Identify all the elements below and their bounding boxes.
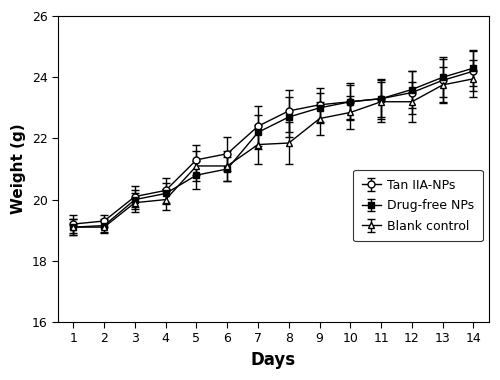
Legend: Tan IIA-NPs, Drug-free NPs, Blank control: Tan IIA-NPs, Drug-free NPs, Blank contro… [353, 170, 482, 241]
Y-axis label: Weight (g): Weight (g) [11, 124, 26, 214]
X-axis label: Days: Days [251, 351, 296, 369]
